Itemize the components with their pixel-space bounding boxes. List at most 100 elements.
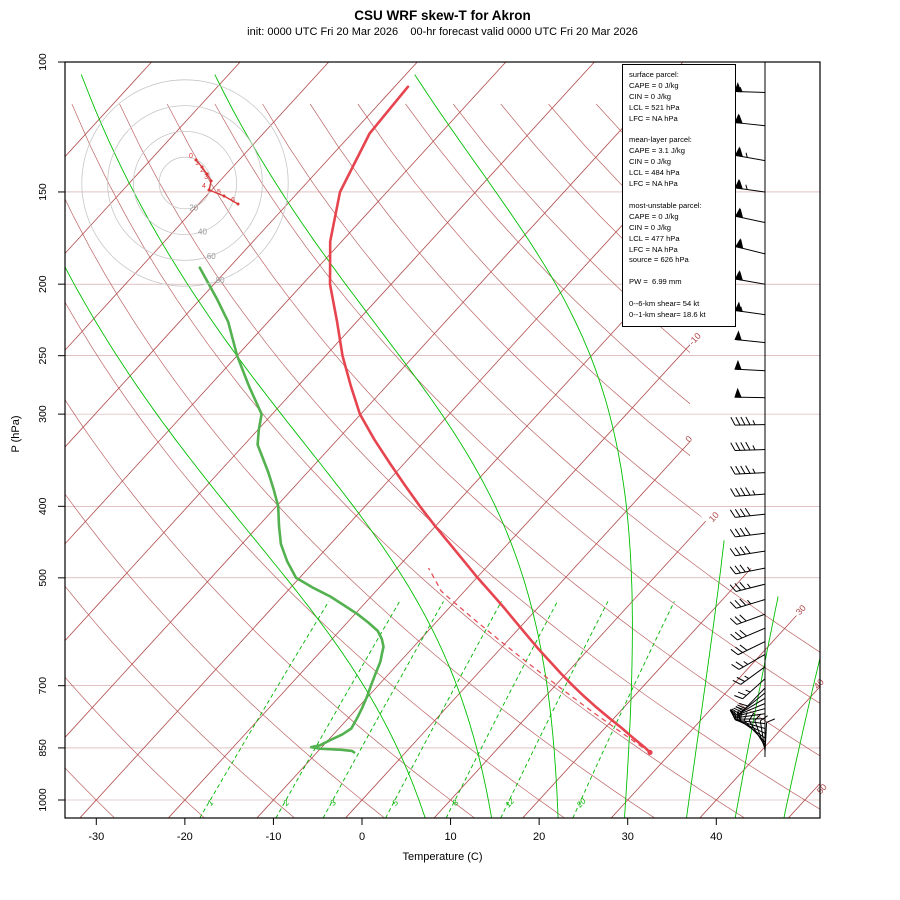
info-line: CIN = 0 J/kg xyxy=(629,91,671,101)
parcel-path-line xyxy=(427,567,651,753)
wind-barb xyxy=(734,270,766,285)
info-line: mean-layer parcel: xyxy=(629,135,692,145)
info-line: CIN = 0 J/kg xyxy=(629,157,671,167)
mixing-ratio-label: 1 xyxy=(206,798,216,807)
hodograph-height-label: 4 xyxy=(202,183,206,190)
mixing-ratio-label: 20 xyxy=(574,796,588,810)
info-line: 0--1-km shear= 18.6 kt xyxy=(629,309,706,319)
wind-barb xyxy=(734,387,766,399)
hodograph-point xyxy=(200,165,204,169)
isotherm-label: 10 xyxy=(707,510,721,524)
pressure-tick-label: 300 xyxy=(37,405,49,423)
hodograph-point xyxy=(194,158,198,162)
wind-barb xyxy=(731,653,766,670)
hodograph-point xyxy=(209,179,213,183)
wind-barb xyxy=(730,627,766,641)
info-line: LCL = 484 hPa xyxy=(629,168,680,178)
info-line xyxy=(629,125,732,136)
wind-barb xyxy=(734,146,766,162)
info-line: PW = 6.99 mm xyxy=(629,277,682,287)
wind-barb xyxy=(734,82,766,93)
pressure-tick-label: 400 xyxy=(37,497,49,515)
wind-barb xyxy=(729,598,766,609)
info-line: most-unstable parcel: xyxy=(629,200,702,210)
hodograph-height-label: 0 xyxy=(189,153,193,160)
wind-barb xyxy=(731,697,766,715)
wind-barb xyxy=(730,416,766,426)
info-line xyxy=(629,190,732,201)
wind-barb xyxy=(748,712,766,747)
hodograph-point xyxy=(236,202,240,206)
x-axis-label: Temperature (C) xyxy=(402,851,483,863)
wind-barb xyxy=(730,465,766,475)
info-line: LCL = 521 hPa xyxy=(629,102,680,112)
chart-subtitle: init: 0000 UTC Fri 20 Mar 2026 00-hr for… xyxy=(247,26,638,38)
info-line: surface parcel: xyxy=(629,70,679,79)
pressure-tick-label: 500 xyxy=(37,569,49,587)
hodograph-height-label: 3 xyxy=(204,174,208,181)
temp-tick-label: -20 xyxy=(177,831,193,843)
isotherm-label: 40 xyxy=(812,677,826,691)
isotherm-label: 50 xyxy=(815,782,829,796)
wind-barb xyxy=(732,666,766,685)
hodograph-point xyxy=(222,194,226,198)
mixing-ratio-label: 2 xyxy=(281,798,292,809)
parcel-info-box: surface parcel: CAPE = 0 J/kg CIN = 0 J/kg… xyxy=(622,64,736,327)
wind-barb xyxy=(729,581,766,592)
mixing-ratio-label: 12 xyxy=(503,796,516,809)
hodograph-ring-label: 80 xyxy=(216,276,225,285)
wind-barb xyxy=(734,301,766,316)
wind-barb xyxy=(734,330,766,344)
sounding-profiles xyxy=(198,85,653,756)
surface-temp-marker xyxy=(647,749,653,756)
wind-barb xyxy=(734,207,766,223)
isotherm-label: 0 xyxy=(683,434,694,444)
pressure-tick-label: 850 xyxy=(37,739,49,757)
info-line: CAPE = 0 J/kg xyxy=(629,211,679,221)
hodograph-point xyxy=(205,172,209,176)
wind-barb xyxy=(730,641,766,656)
wind-barb xyxy=(735,238,766,255)
info-line: LFC = NA hPa xyxy=(629,179,678,189)
wind-barb xyxy=(754,713,766,749)
hodograph-height-label: 5 xyxy=(217,189,221,196)
info-line xyxy=(629,266,732,277)
hodograph-ring-label: 60 xyxy=(207,252,216,261)
wind-barb xyxy=(734,113,766,127)
wind-barb xyxy=(734,678,766,700)
wind-barb xyxy=(729,613,766,625)
info-line: 0--6-km shear= 54 kt xyxy=(629,299,700,309)
dewpoint-profile-line xyxy=(198,266,385,754)
info-line: CAPE = 0 J/kg xyxy=(629,80,679,90)
mixing-ratio-label: 3 xyxy=(328,798,338,808)
hodograph-height-label: 1 xyxy=(195,160,199,167)
temp-tick-label: -30 xyxy=(88,831,104,843)
hodograph-ring-label: 20 xyxy=(189,203,198,212)
hodograph-ring xyxy=(107,105,263,261)
info-line: LCL = 477 hPa xyxy=(629,233,680,243)
wind-barb xyxy=(759,715,768,751)
wind-barb xyxy=(729,545,766,557)
hodograph-point xyxy=(207,188,211,192)
info-line xyxy=(629,288,732,299)
mixing-ratio-label: 8 xyxy=(451,798,461,808)
hodograph-height-label: 2 xyxy=(200,167,204,174)
pressure-tick-label: 100 xyxy=(37,53,49,71)
temp-tick-label: 40 xyxy=(710,831,722,843)
info-line: LFC = NA hPa xyxy=(629,113,678,123)
temp-tick-label: 10 xyxy=(444,831,456,843)
chart-title: CSU WRF skew-T for Akron xyxy=(354,8,531,23)
hodograph-height-label: 6 xyxy=(231,197,235,204)
pressure-tick-label: 150 xyxy=(37,183,49,201)
hodograph-ring xyxy=(132,130,237,235)
hodograph-ring-label: 40 xyxy=(198,228,207,237)
info-line: source = 626 hPa xyxy=(629,255,689,265)
info-line: LFC = NA hPa xyxy=(629,244,678,254)
wind-barb xyxy=(730,487,766,497)
hodograph-ring xyxy=(81,79,289,287)
